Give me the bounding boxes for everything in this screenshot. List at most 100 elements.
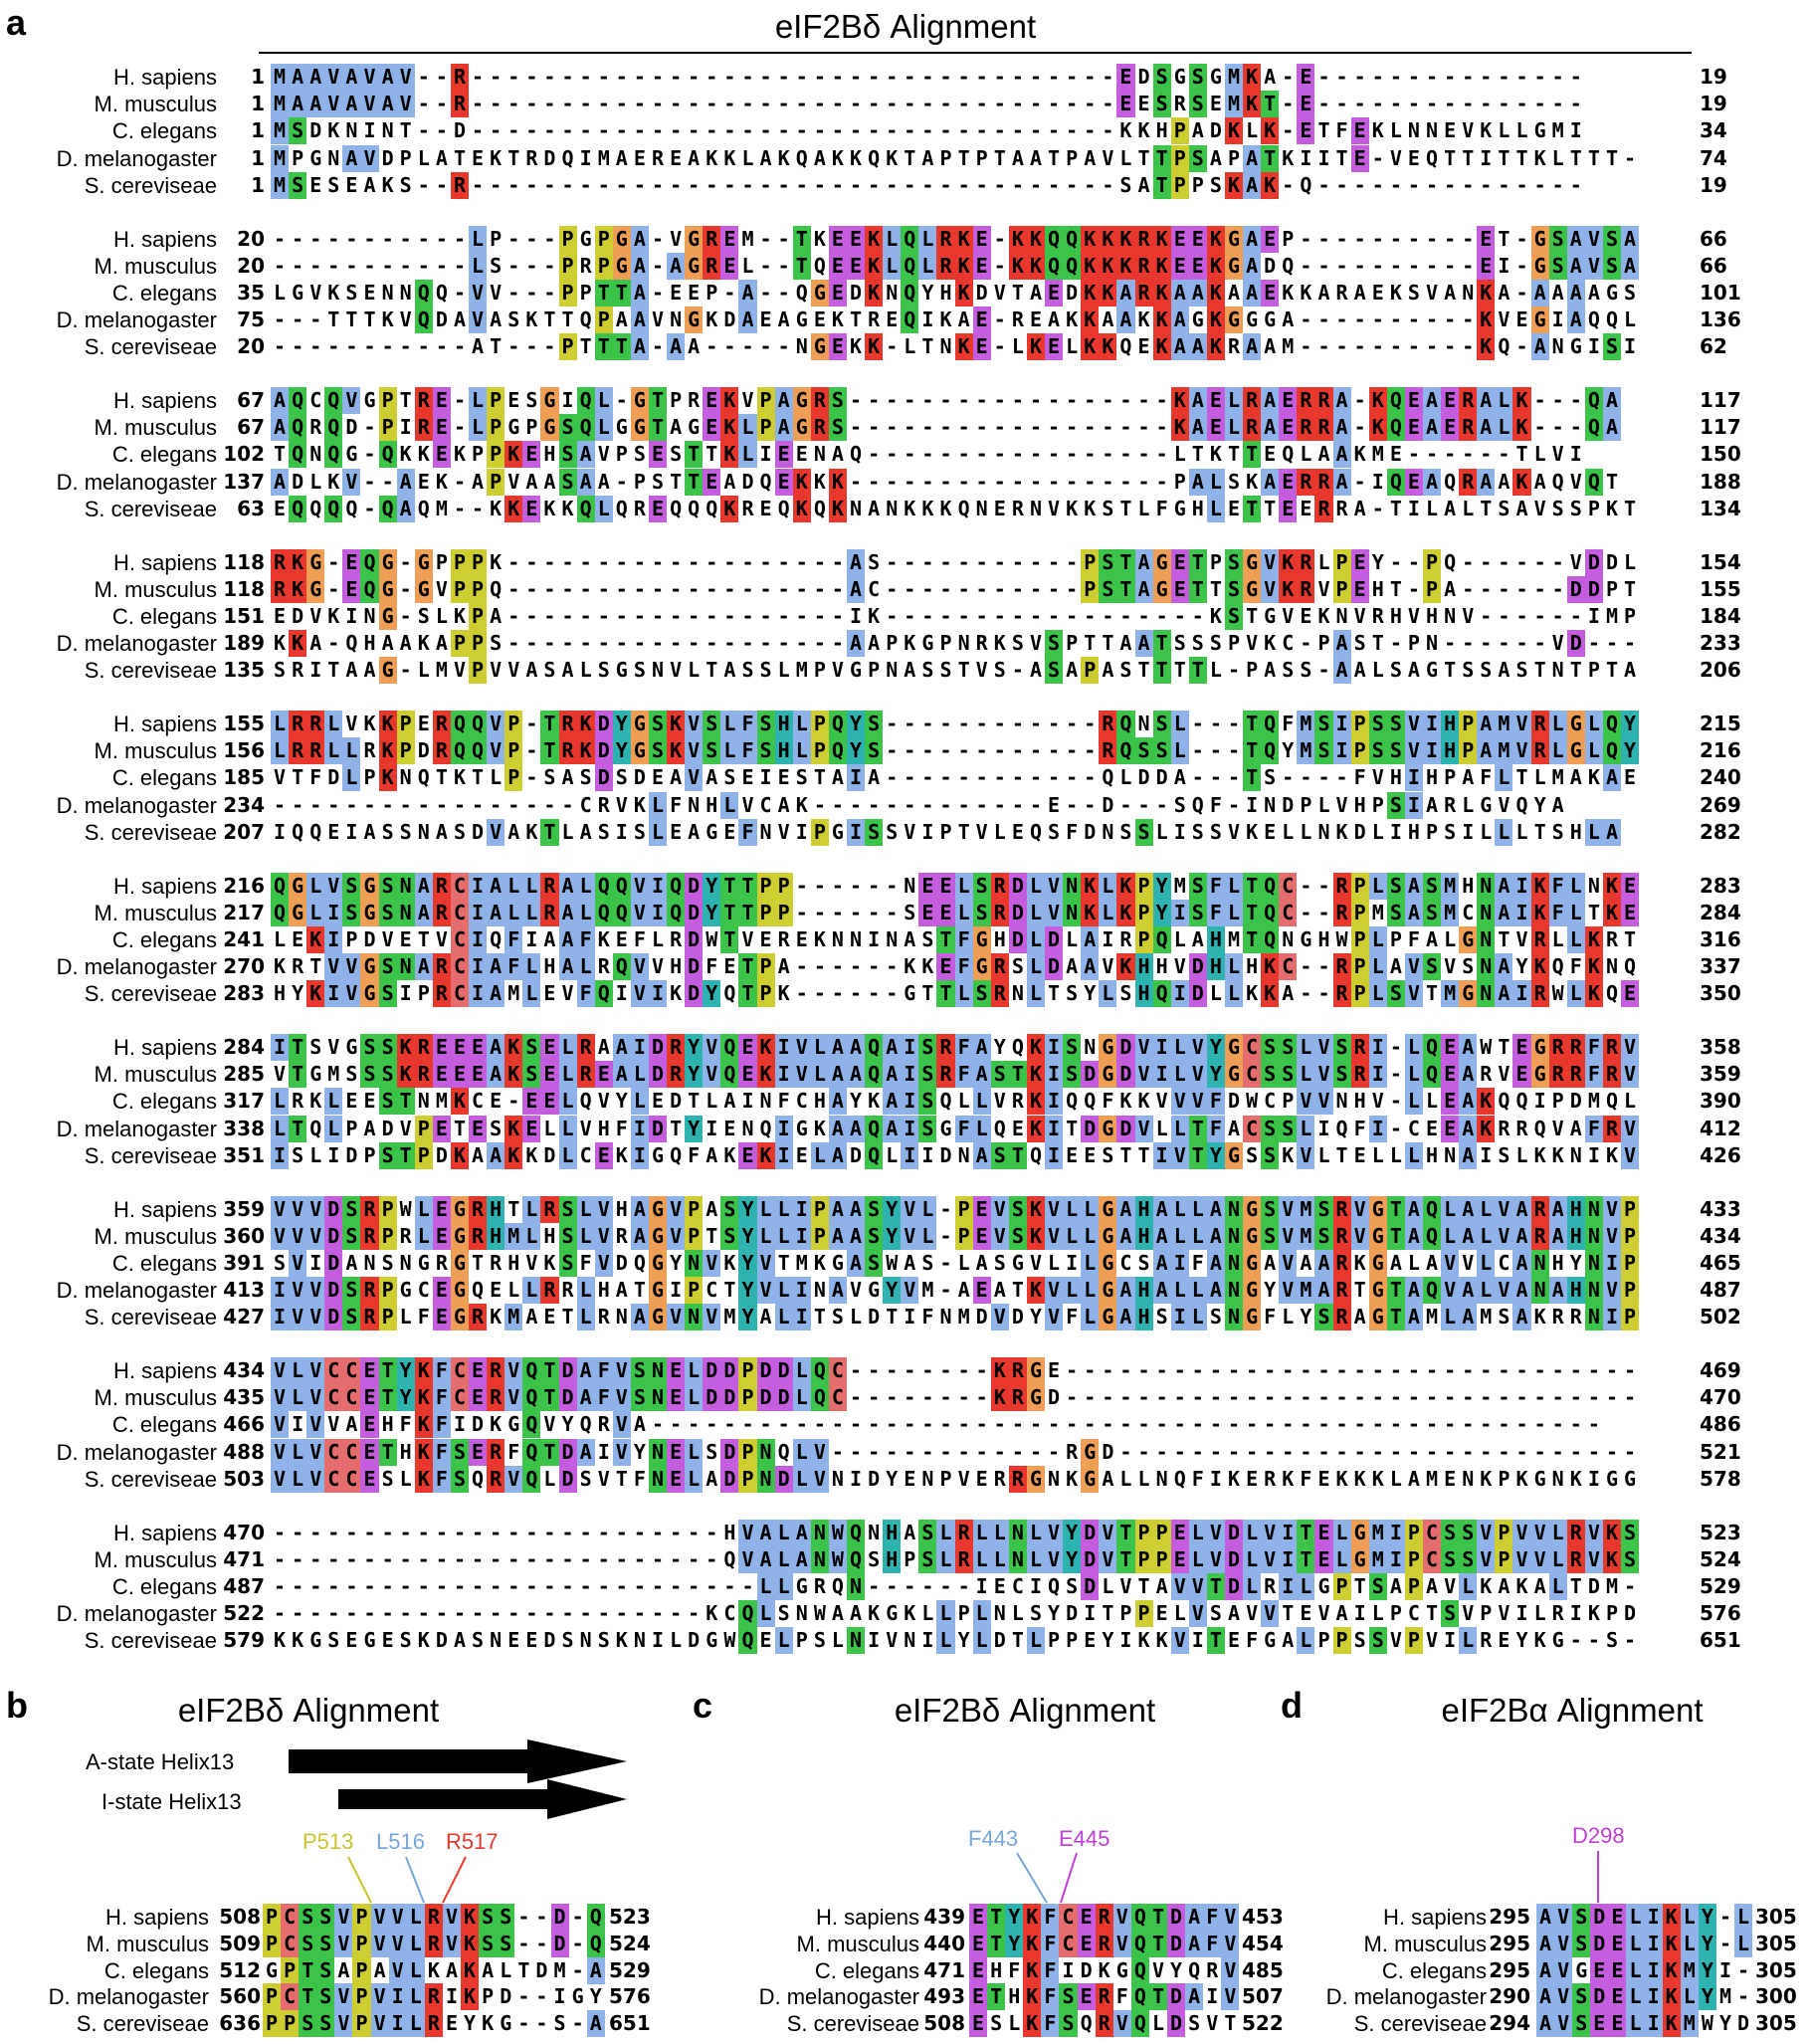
panel-b-title: eIF2Bδ Alignment — [177, 1692, 440, 1729]
panel-a-block-8-start-position: 360 — [223, 1223, 265, 1248]
panel-c-end-position: 522 — [1242, 2011, 1284, 2036]
panel-a-block-3-start-position: 137 — [223, 469, 265, 494]
panel-a-block-4-end-position: 154 — [1700, 549, 1741, 574]
panel-c-leader-line — [1060, 1852, 1078, 1904]
panel-a-block-1-species-label: H. sapiens — [113, 65, 217, 90]
panel-d-species-label: S. cereviseae — [1353, 2011, 1487, 2037]
panel-c-start-position: 471 — [923, 1957, 965, 1982]
panel-a-block-10-end-position: 529 — [1700, 1573, 1741, 1598]
panel-d-end-position: 305 — [1755, 1931, 1797, 1955]
panel-a-block-2-species-label: M. musculus — [94, 253, 217, 279]
panel-a-block-3-start-position: 102 — [223, 442, 265, 467]
panel-a-block-5-end-position: 216 — [1700, 738, 1741, 763]
panel-b-start-position: 560 — [219, 1984, 261, 2009]
panel-a-block-4-start-position: 135 — [223, 658, 265, 683]
panel-a-block-7-start-position: 351 — [223, 1142, 265, 1167]
panel-a-block-4-species-label: S. cereviseae — [84, 658, 217, 684]
panel-c-end-position: 485 — [1242, 1957, 1284, 1982]
panel-a-block-3-end-position: 134 — [1700, 496, 1741, 520]
panel-b-start-position: 509 — [219, 1931, 261, 1955]
panel-a-block-8-species-label: H. sapiens — [113, 1196, 217, 1222]
panel-a-block-7-end-position: 412 — [1700, 1116, 1741, 1140]
panel-a-block-1-start-position: 1 — [251, 118, 265, 143]
panel-b-end-position: 523 — [609, 1905, 651, 1929]
panel-a-block-1-start-position: 1 — [251, 172, 265, 197]
panel-a-title: eIF2Bδ Alignment — [774, 8, 1037, 45]
panel-a-block-10-end-position: 576 — [1700, 1601, 1741, 1626]
panel-a-block-2-species-label: D. melanogaster — [56, 307, 217, 333]
panel-d-start-position: 295 — [1489, 1931, 1530, 1955]
i-state-helix-arrow — [338, 1779, 627, 1819]
panel-a-block-6-start-position: 241 — [223, 926, 265, 951]
panel-a-block-4-start-position: 118 — [223, 549, 265, 574]
panel-c-end-position: 453 — [1242, 1905, 1284, 1929]
panel-c-residue-label: E445 — [1059, 1826, 1110, 1851]
panel-d-end-position: 305 — [1755, 2011, 1797, 2036]
panel-a-block-1-end-position: 74 — [1700, 145, 1727, 170]
panel-a-block-2-start-position: 20 — [237, 226, 265, 251]
panel-b-leader-line — [405, 1856, 425, 1904]
panel-a-block-8-end-position: 434 — [1700, 1223, 1741, 1248]
panel-a-block-10-species-label: S. cereviseae — [84, 1628, 217, 1654]
panel-a-block-4-species-label: H. sapiens — [113, 549, 217, 575]
panel-a-block-1-start-position: 1 — [251, 92, 265, 116]
panel-a-block-1-end-position: 34 — [1700, 118, 1727, 143]
panel-a-block-9-start-position: 435 — [223, 1385, 265, 1410]
panel-a-letter: a — [6, 2, 27, 43]
panel-d-title: eIF2Bα Alignment — [1441, 1692, 1704, 1729]
panel-a-block-8-start-position: 359 — [223, 1196, 265, 1221]
panel-a-block-3-start-position: 67 — [237, 388, 265, 412]
panel-a-block-2-species-label: C. elegans — [111, 280, 217, 306]
panel-d-start-position: 290 — [1489, 1984, 1530, 2009]
panel-a-block-9-end-position: 578 — [1700, 1466, 1741, 1491]
panel-a-block-5-species-label: C. elegans — [111, 765, 217, 791]
panel-a-block-8-end-position: 465 — [1700, 1250, 1741, 1275]
panel-a-block-1-species-label: M. musculus — [94, 92, 217, 117]
panel-a-block-5-end-position: 240 — [1700, 765, 1741, 790]
a-state-helix-label: A-state Helix13 — [86, 1749, 235, 1774]
panel-a-block-2-end-position: 66 — [1700, 226, 1727, 251]
panel-d-species-label: D. melanogaster — [1325, 1984, 1487, 2010]
panel-b-end-position: 651 — [609, 2011, 651, 2036]
panel-a-block-3-end-position: 117 — [1700, 415, 1741, 440]
panel-a-block-4-end-position: 233 — [1700, 631, 1741, 656]
panel-d-start-position: 295 — [1489, 1905, 1530, 1929]
panel-a-block-2-end-position: 62 — [1700, 334, 1727, 359]
panel-c-start-position: 440 — [923, 1931, 965, 1955]
panel-a-block-10-species-label: H. sapiens — [113, 1520, 217, 1545]
panel-a-block-3-species-label: C. elegans — [111, 442, 217, 468]
panel-b-species-label: H. sapiens — [105, 1905, 209, 1930]
panel-a-block-9-start-position: 488 — [223, 1439, 265, 1464]
panel-a-block-2-species-label: H. sapiens — [113, 226, 217, 252]
panel-c-species-label: S. cereviseae — [786, 2011, 919, 2037]
